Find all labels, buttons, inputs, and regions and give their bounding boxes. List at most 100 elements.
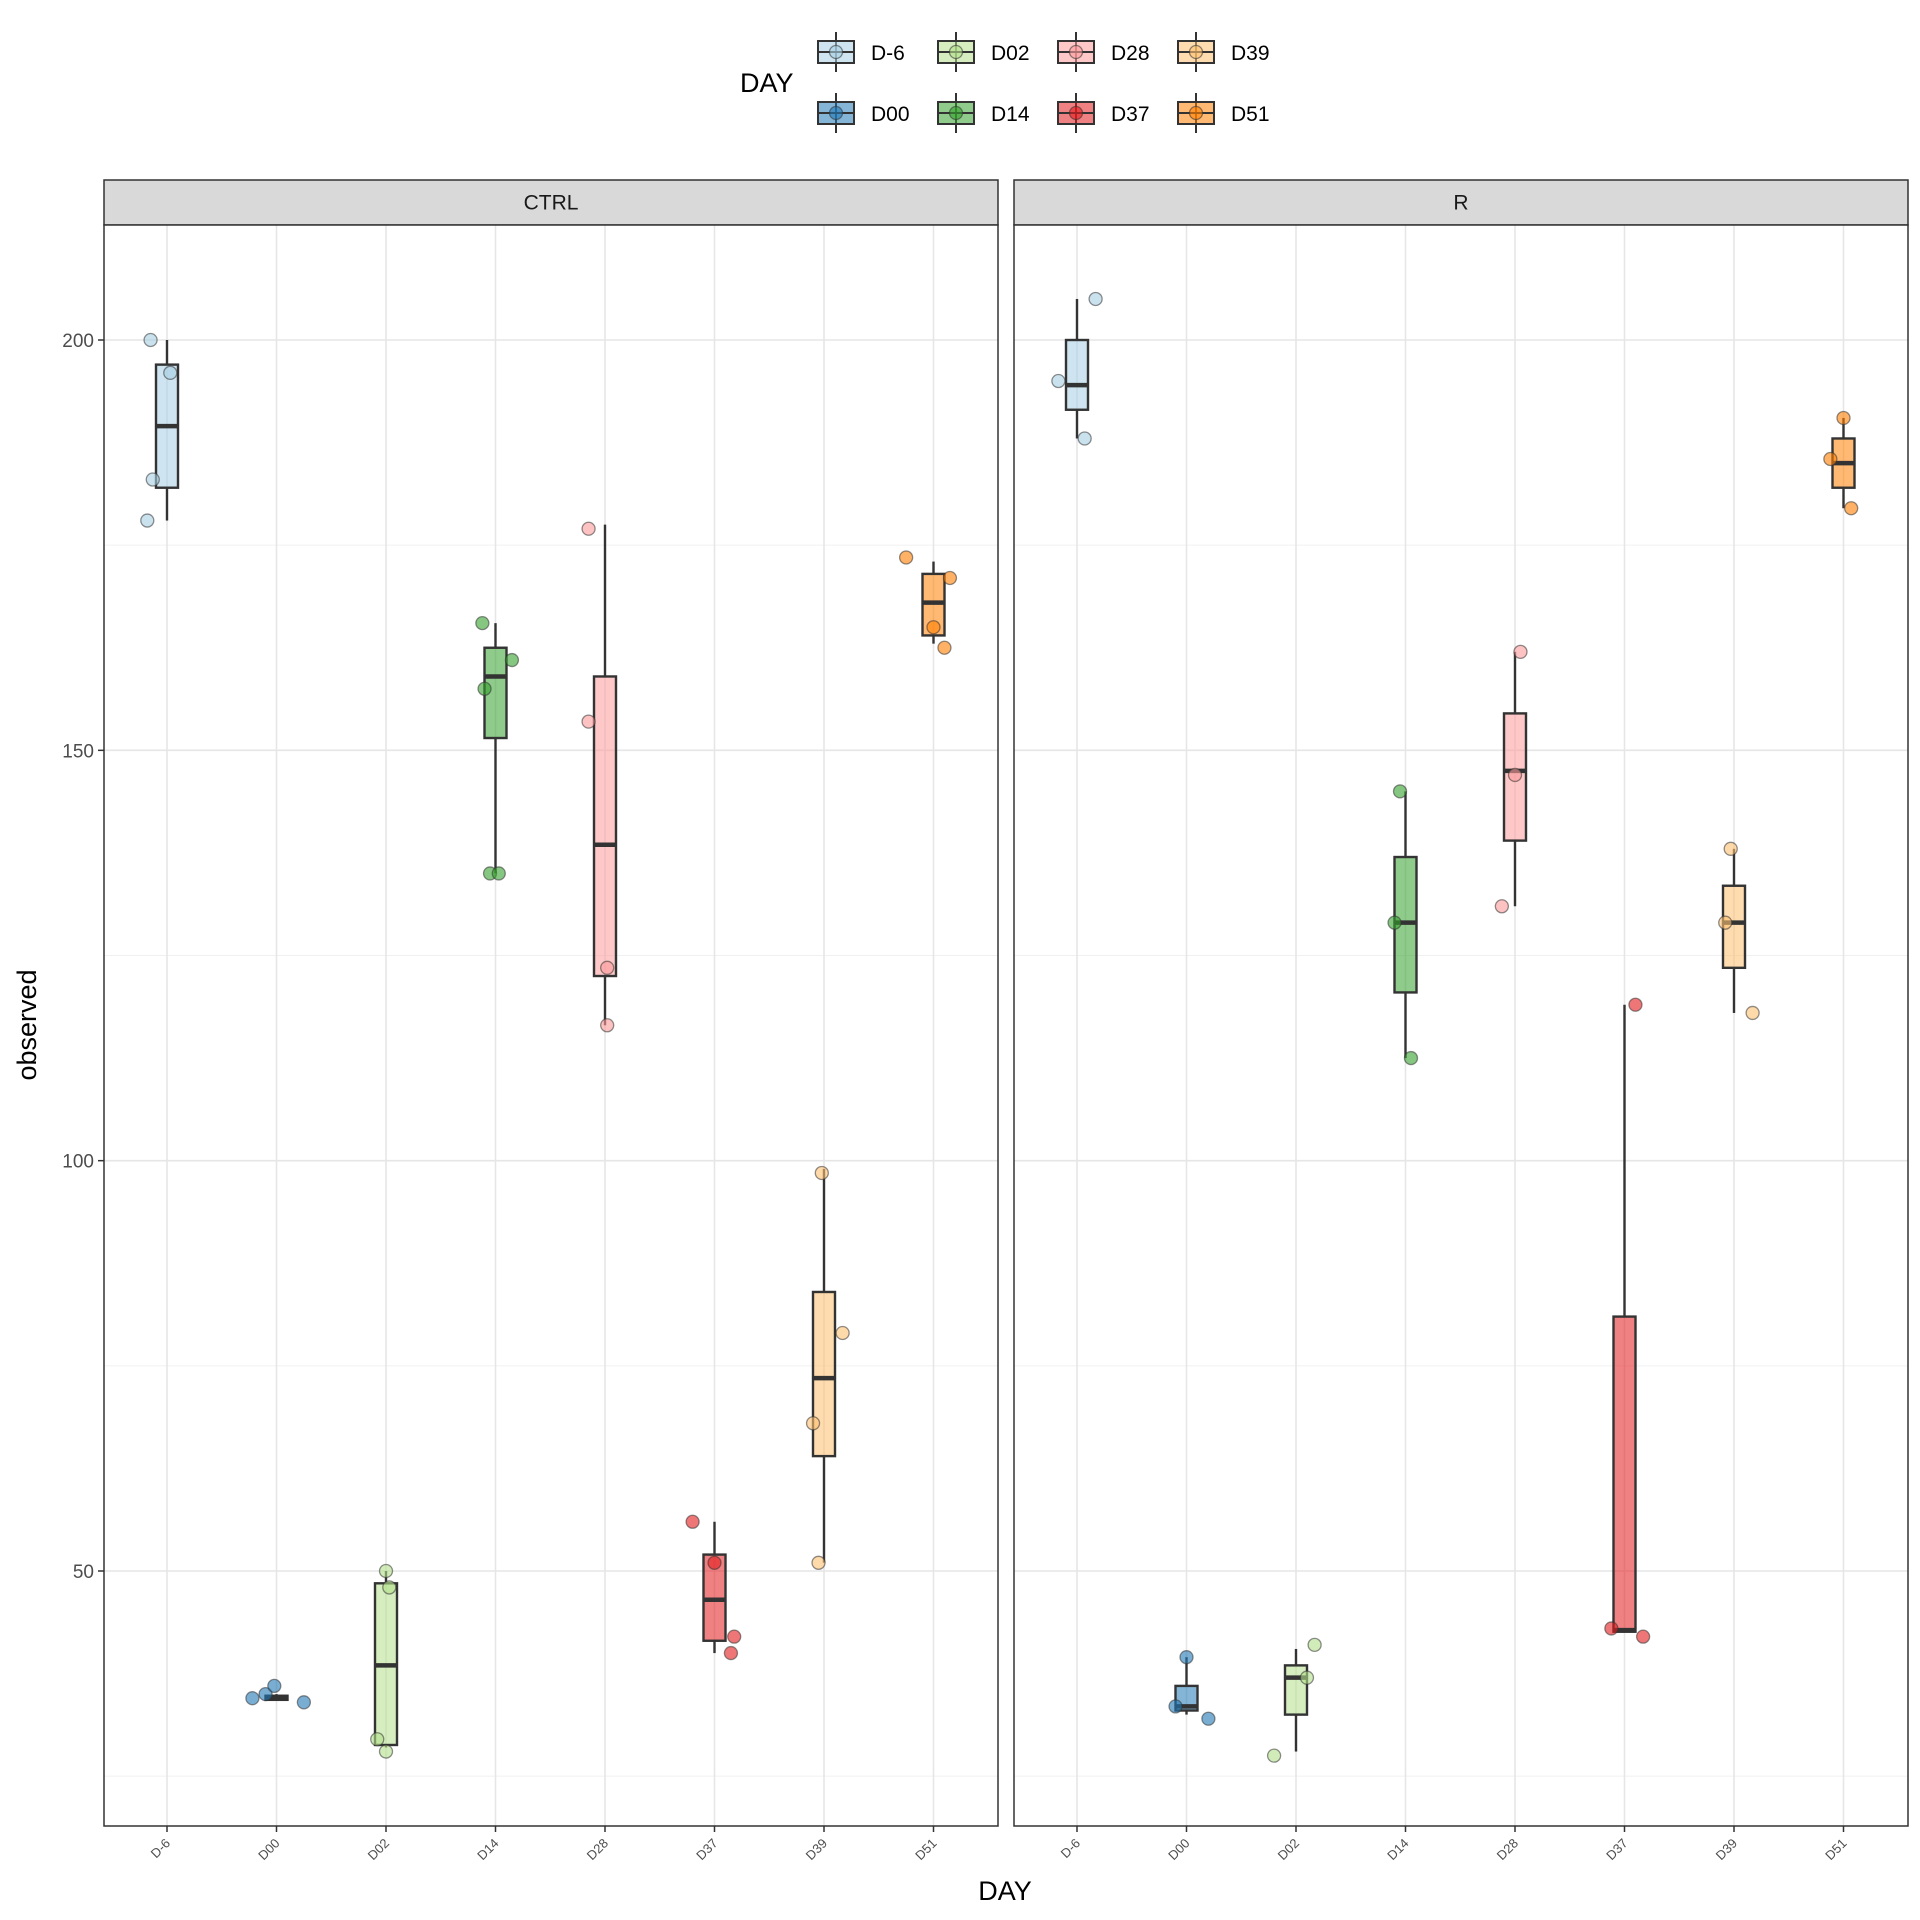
- data-point: [926, 620, 941, 635]
- data-point: [1635, 1629, 1651, 1644]
- data-point: [378, 1744, 394, 1759]
- legend-label: D51: [1231, 103, 1270, 126]
- x-tick-label: D37: [693, 1836, 720, 1863]
- legend-entry-d00: D00: [817, 93, 910, 133]
- data-point: [1745, 1005, 1760, 1021]
- data-point: [1604, 1621, 1619, 1636]
- legend-entry-d14: D14: [937, 93, 1030, 133]
- box-r-d51: [1823, 410, 1859, 516]
- box-iqr: [1064, 338, 1090, 411]
- data-point: [140, 513, 155, 528]
- data-point: [727, 1629, 742, 1644]
- legend-key-point: [1068, 44, 1084, 60]
- data-point: [145, 472, 160, 487]
- legend-entry-d39: D39: [1177, 32, 1270, 72]
- legend-entry-d02: D02: [937, 32, 1030, 72]
- x-tick-label: D02: [1275, 1836, 1302, 1863]
- x-tick-label: D14: [1384, 1836, 1411, 1863]
- legend-key-point: [1188, 44, 1204, 60]
- x-tick-label: D28: [1494, 1836, 1521, 1863]
- data-point: [504, 652, 520, 668]
- data-point: [296, 1695, 312, 1710]
- panel-border: [1013, 224, 1909, 1827]
- legend-key-point: [948, 105, 964, 121]
- y-tick-label: 50: [73, 1562, 94, 1583]
- box-ctrl-d00: [245, 1678, 312, 1710]
- data-point: [1387, 915, 1402, 930]
- legend-label: D02: [991, 42, 1030, 65]
- data-point: [898, 550, 914, 565]
- data-point: [1718, 915, 1733, 930]
- data-point: [937, 640, 952, 655]
- data-point: [370, 1732, 385, 1747]
- box-ctrl-d51: [898, 550, 958, 655]
- y-tick-label: 150: [62, 741, 94, 762]
- data-point: [1403, 1050, 1419, 1066]
- data-point: [1823, 451, 1838, 467]
- box-r-d00: [1168, 1650, 1216, 1726]
- data-point: [1077, 431, 1092, 446]
- legend-key-point: [948, 44, 964, 60]
- legend-label: D14: [991, 103, 1030, 126]
- data-point: [1168, 1699, 1183, 1714]
- legend-key-point: [828, 44, 844, 60]
- data-point: [1844, 501, 1859, 516]
- box-ctrl-d-6: [140, 332, 180, 528]
- legend-key-point: [828, 105, 844, 121]
- box-ctrl-d14: [475, 615, 520, 881]
- data-point: [1088, 291, 1103, 307]
- legend-entry-d28: D28: [1057, 32, 1150, 72]
- y-tick-label: 100: [62, 1152, 94, 1173]
- facets: CTRL D-6 D00 D02 D14 D28 D37 D39 D51 50 100 150 200 R…: [62, 179, 1909, 1863]
- x-tick-label: D51: [912, 1836, 939, 1863]
- x-tick-label: D02: [365, 1836, 392, 1863]
- facet-r: R D-6 D00 D02 D14 D28 D37 D39 D51: [1013, 179, 1909, 1863]
- x-tick-label: D39: [803, 1836, 830, 1863]
- data-point: [1201, 1711, 1216, 1726]
- x-tick-label: D00: [1165, 1836, 1192, 1863]
- data-point: [805, 1416, 821, 1431]
- panel-border: [103, 224, 999, 1827]
- data-point: [600, 960, 615, 975]
- data-point: [477, 681, 492, 696]
- box-ctrl-d28: [581, 521, 618, 1033]
- data-point: [258, 1686, 273, 1702]
- facet-label: R: [1453, 192, 1468, 215]
- data-point: [835, 1325, 850, 1341]
- panel-background: [104, 225, 998, 1826]
- data-point: [491, 866, 506, 881]
- legend-label: D37: [1111, 103, 1150, 126]
- data-point: [581, 714, 596, 729]
- data-point: [1299, 1670, 1315, 1685]
- data-point: [1051, 373, 1066, 389]
- data-point: [811, 1555, 826, 1570]
- legend-label: D00: [871, 103, 910, 126]
- data-point: [942, 570, 958, 586]
- panel-background: [1014, 225, 1908, 1826]
- legend-label: D28: [1111, 42, 1150, 65]
- data-point: [475, 615, 490, 631]
- box-iqr: [811, 1290, 837, 1458]
- box-r-d14: [1387, 784, 1419, 1066]
- data-point: [1836, 410, 1851, 426]
- data-point: [1179, 1650, 1194, 1665]
- facet-label: CTRL: [524, 192, 579, 215]
- box-r-d28: [1494, 644, 1528, 914]
- legend-entry-d-6: D-6: [817, 32, 905, 72]
- legend-key-point: [1068, 105, 1084, 121]
- box-ctrl-d37: [685, 1514, 742, 1661]
- data-point: [245, 1691, 260, 1706]
- data-point: [707, 1555, 722, 1570]
- x-tick-label: D39: [1713, 1836, 1740, 1863]
- box-r-d37: [1604, 997, 1651, 1644]
- facet-strip: [103, 179, 999, 226]
- y-tick-label: 200: [62, 331, 94, 352]
- data-point: [267, 1678, 282, 1694]
- box-r-d02: [1266, 1637, 1322, 1763]
- box-iqr: [1612, 1315, 1637, 1633]
- data-point: [1307, 1637, 1322, 1653]
- facet-ctrl: CTRL D-6 D00 D02 D14 D28 D37 D39 D51 50 100 150 200: [62, 179, 999, 1863]
- data-point: [1507, 767, 1523, 783]
- x-tick-label: D51: [1822, 1836, 1849, 1863]
